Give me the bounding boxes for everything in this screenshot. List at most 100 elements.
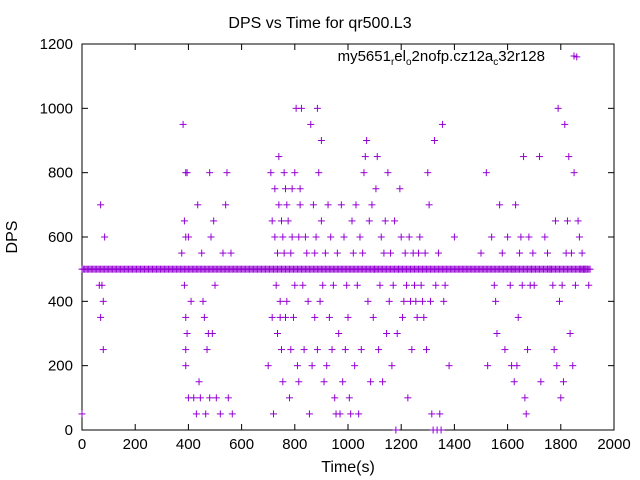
data-point (509, 265, 517, 273)
data-point (179, 120, 187, 128)
data-point (363, 137, 371, 144)
data-point (558, 281, 566, 289)
y-tick-label: 0 (65, 422, 73, 439)
x-tick-label: 400 (176, 436, 201, 453)
data-point (404, 394, 412, 402)
data-point (284, 217, 292, 225)
data-point (575, 233, 583, 241)
data-point (418, 297, 426, 305)
x-tick-label: 1200 (385, 436, 418, 453)
data-points (78, 53, 594, 434)
data-point (297, 104, 305, 112)
legend-subscript: o (406, 57, 412, 68)
data-point (389, 281, 397, 289)
data-point (337, 201, 345, 209)
data-point (328, 346, 336, 354)
data-point (512, 201, 520, 209)
y-tick-label: 1000 (40, 100, 73, 117)
data-point (566, 330, 574, 337)
data-point (343, 281, 351, 289)
data-point (295, 378, 303, 386)
data-point (345, 394, 353, 402)
data-point (373, 153, 381, 161)
data-point (301, 233, 309, 241)
data-point (279, 378, 287, 386)
data-point (295, 233, 303, 241)
data-point (288, 233, 296, 241)
data-point (308, 362, 316, 370)
data-point (327, 233, 335, 241)
data-point (514, 313, 522, 321)
data-point (392, 426, 400, 434)
data-point (203, 346, 211, 354)
data-point (296, 185, 304, 193)
data-point (184, 233, 192, 241)
data-point (183, 330, 191, 337)
data-point (278, 346, 285, 354)
legend: my5651relo2nofp.cz12ac32r128 (338, 48, 578, 68)
data-point (208, 330, 216, 337)
data-point (270, 410, 278, 418)
data-point (405, 233, 413, 241)
data-point (528, 265, 536, 273)
data-point (571, 281, 579, 289)
data-point (570, 169, 578, 177)
y-tick-label: 1200 (40, 36, 73, 53)
x-tick-label: 200 (123, 436, 148, 453)
data-point (412, 297, 420, 305)
data-point (202, 410, 210, 418)
data-point (320, 378, 328, 386)
data-point (344, 313, 352, 321)
data-point (401, 249, 409, 257)
data-point (496, 201, 504, 209)
data-point (565, 153, 573, 161)
data-point (384, 169, 392, 177)
data-point (377, 233, 385, 241)
data-point (525, 233, 533, 241)
data-point (319, 281, 327, 289)
data-point (283, 201, 291, 209)
data-point (206, 169, 214, 177)
data-point (78, 410, 86, 418)
data-point (276, 297, 284, 305)
x-tick-label: 1800 (544, 436, 577, 453)
data-point (296, 201, 304, 209)
x-tick-label: 600 (229, 436, 254, 453)
data-point (355, 410, 363, 418)
data-point (311, 313, 319, 321)
data-point (522, 410, 530, 418)
legend-text-part: my5651 (338, 48, 391, 65)
data-point (537, 378, 545, 386)
legend-label: my5651relo2nofp.cz12ac32r128 (338, 48, 545, 68)
data-point (385, 297, 393, 305)
data-point (287, 249, 295, 257)
y-tick-label: 400 (48, 293, 73, 310)
data-point (187, 297, 195, 305)
data-point (393, 330, 401, 337)
data-point (300, 346, 308, 354)
data-point (420, 313, 428, 321)
data-point (424, 169, 432, 177)
data-point (493, 330, 501, 337)
data-point (285, 394, 293, 402)
data-point (339, 378, 347, 386)
data-point (368, 201, 376, 209)
data-point (288, 185, 296, 193)
data-point (550, 346, 558, 354)
data-point (578, 249, 586, 257)
data-point (268, 313, 276, 321)
data-point (524, 346, 532, 354)
data-point (200, 313, 208, 321)
data-point (484, 362, 492, 370)
x-tick-label: 2000 (597, 436, 630, 453)
data-point (316, 297, 324, 305)
data-point (582, 265, 590, 273)
data-point (331, 394, 339, 402)
data-point (340, 233, 348, 241)
data-point (477, 249, 485, 257)
data-point (520, 153, 528, 161)
data-point (391, 217, 399, 225)
data-point (228, 410, 236, 418)
data-point (426, 297, 434, 305)
data-point (395, 265, 403, 273)
